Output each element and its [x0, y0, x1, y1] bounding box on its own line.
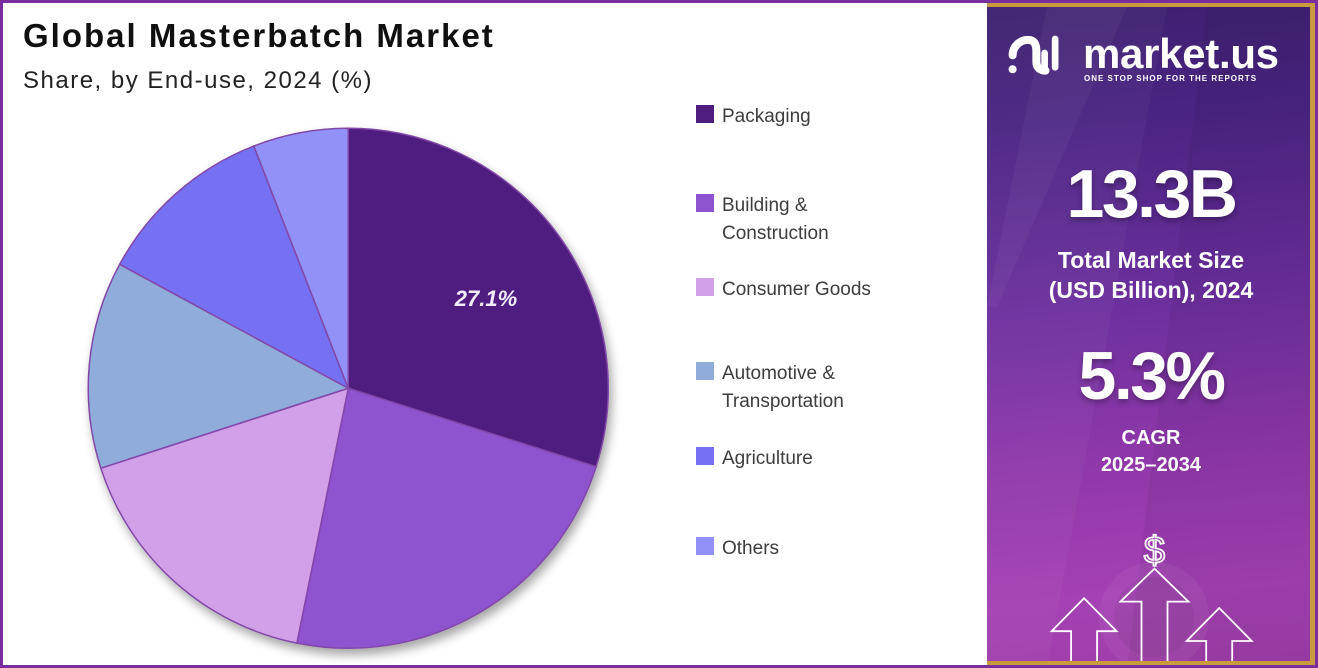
svg-text:$: $: [1144, 530, 1165, 572]
svg-text:27.1%: 27.1%: [454, 286, 517, 311]
